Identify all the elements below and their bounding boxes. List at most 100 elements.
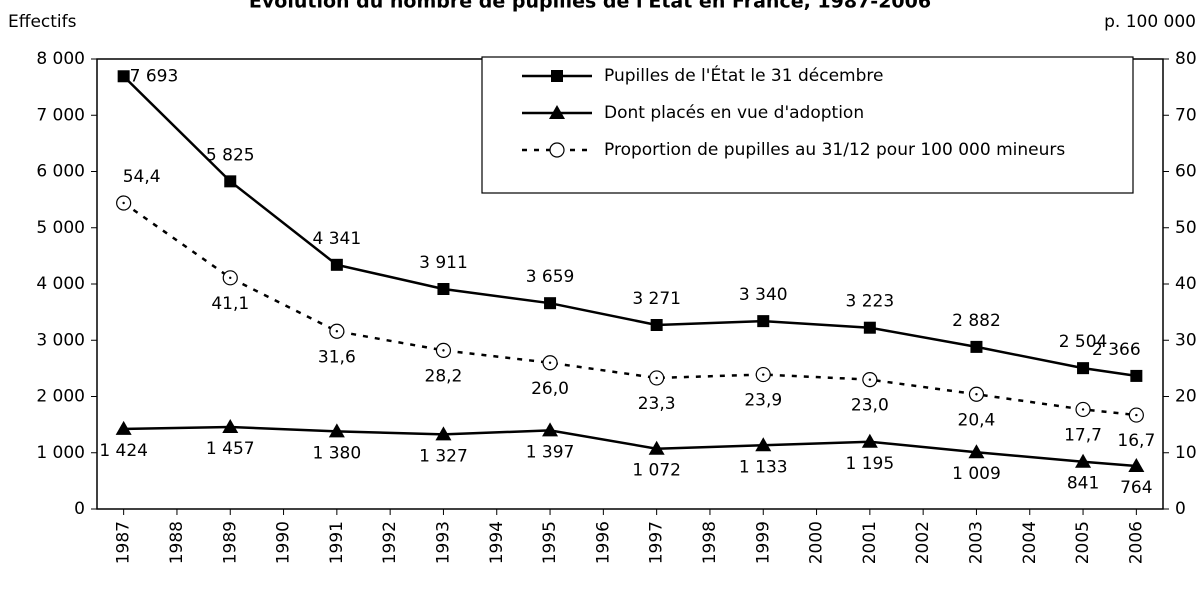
x-tick-label: 1991 — [327, 521, 347, 564]
legend-label: Pupilles de l'État le 31 décembre — [604, 64, 883, 86]
data-label: 31,6 — [318, 347, 356, 367]
x-tick-label: 2002 — [913, 521, 933, 564]
data-label: 4 341 — [313, 229, 362, 249]
marker — [650, 319, 663, 332]
marker — [328, 423, 345, 438]
data-label: 764 — [1120, 478, 1152, 498]
data-label: 1 424 — [99, 441, 148, 461]
y2-tick-label: 20 — [1175, 387, 1197, 407]
x-tick-label: 1992 — [380, 521, 400, 564]
x-tick-label: 2005 — [1073, 521, 1093, 564]
data-label: 3 223 — [846, 292, 895, 312]
legend-label: Dont placés en vue d'adoption — [604, 103, 864, 123]
marker-dot — [1081, 408, 1085, 411]
x-tick-label: 2003 — [966, 521, 986, 564]
y-axis-label: Effectifs — [8, 12, 77, 32]
x-tick-label: 1995 — [540, 521, 560, 564]
x-tick-label: 2004 — [1020, 521, 1040, 564]
data-label: 54,4 — [123, 167, 161, 187]
data-label: 5 825 — [206, 145, 255, 165]
series-line — [122, 201, 1137, 417]
series-line — [123, 425, 1137, 468]
marker — [1128, 458, 1145, 473]
x-tick-label: 1990 — [274, 521, 294, 564]
x-tick-label: 1999 — [753, 521, 773, 564]
marker — [222, 419, 239, 434]
y2-tick-label: 50 — [1175, 218, 1197, 238]
data-label: 1 457 — [206, 439, 255, 459]
data-label: 1 397 — [526, 442, 575, 462]
legend-label: Proportion de pupilles au 31/12 pour 100… — [604, 140, 1065, 160]
x-tick-label: 2000 — [807, 521, 827, 564]
data-label: 841 — [1067, 474, 1099, 494]
y2-tick-label: 40 — [1175, 274, 1197, 294]
y-tick-label: 8 000 — [36, 49, 85, 69]
x-tick-label: 1987 — [114, 521, 134, 564]
x-tick-label: 1989 — [220, 521, 240, 564]
y-tick-label: 7 000 — [36, 105, 85, 125]
y-tick-label: 4 000 — [36, 274, 85, 294]
data-label: 3 340 — [739, 285, 788, 305]
x-tick-label: 1998 — [700, 521, 720, 564]
y2-axis-label: p. 100 000 — [1104, 12, 1196, 32]
marker-dot — [229, 276, 232, 280]
marker-dot — [1135, 413, 1138, 417]
y2-tick-label: 80 — [1175, 49, 1197, 69]
x-tick-label: 1997 — [647, 521, 667, 564]
y-tick-label: 3 000 — [36, 330, 85, 350]
y2-tick-label: 0 — [1175, 499, 1186, 519]
data-label: 2 366 — [1092, 340, 1141, 360]
marker — [1077, 362, 1090, 375]
legend-box — [481, 56, 1134, 194]
x-tick-label: 2006 — [1126, 521, 1146, 564]
x-tick-label: 1988 — [167, 521, 187, 564]
x-tick-label: 1993 — [433, 521, 453, 564]
legend-marker — [551, 70, 563, 82]
marker — [542, 422, 559, 437]
marker — [863, 321, 876, 334]
y-tick-label: 1 000 — [36, 443, 85, 463]
data-label: 1 009 — [952, 464, 1001, 484]
data-label: 16,7 — [1117, 431, 1155, 451]
x-tick-label: 1994 — [487, 521, 507, 564]
data-label: 20,4 — [958, 410, 996, 430]
data-label: 1 072 — [632, 461, 681, 481]
data-label: 1 380 — [313, 443, 362, 463]
data-label: 7 693 — [130, 66, 179, 86]
marker — [1075, 453, 1092, 468]
marker — [861, 433, 878, 448]
data-label: 1 327 — [419, 446, 468, 466]
marker — [544, 297, 557, 310]
marker — [757, 315, 770, 328]
marker — [330, 258, 343, 271]
marker-dot — [868, 378, 872, 381]
data-label: 1 133 — [739, 457, 788, 477]
y2-tick-label: 70 — [1175, 105, 1197, 125]
marker — [435, 426, 452, 441]
marker — [755, 437, 772, 452]
data-label: 28,2 — [425, 366, 463, 386]
data-label: 3 659 — [526, 267, 575, 287]
marker — [968, 444, 985, 459]
y-tick-label: 0 — [74, 499, 85, 519]
marker — [224, 175, 237, 188]
marker-dot — [335, 330, 339, 333]
marker-dot — [122, 201, 125, 205]
y2-tick-label: 10 — [1175, 443, 1197, 463]
legend-marker — [549, 142, 565, 158]
marker — [648, 440, 665, 455]
marker-dot — [442, 349, 445, 352]
x-tick-label: 1996 — [593, 521, 613, 564]
marker-dot — [975, 393, 978, 396]
marker-dot — [655, 376, 658, 380]
marker — [437, 283, 450, 296]
data-label: 26,0 — [531, 379, 569, 399]
marker — [117, 70, 130, 83]
marker — [1130, 369, 1143, 382]
data-label: 1 195 — [846, 454, 895, 474]
y-tick-label: 2 000 — [36, 387, 85, 407]
data-label: 3 271 — [632, 289, 681, 309]
data-label: 2 504 — [1059, 332, 1108, 352]
chart-title: Évolution du nombre de pupilles de l'Éta… — [249, 0, 931, 13]
